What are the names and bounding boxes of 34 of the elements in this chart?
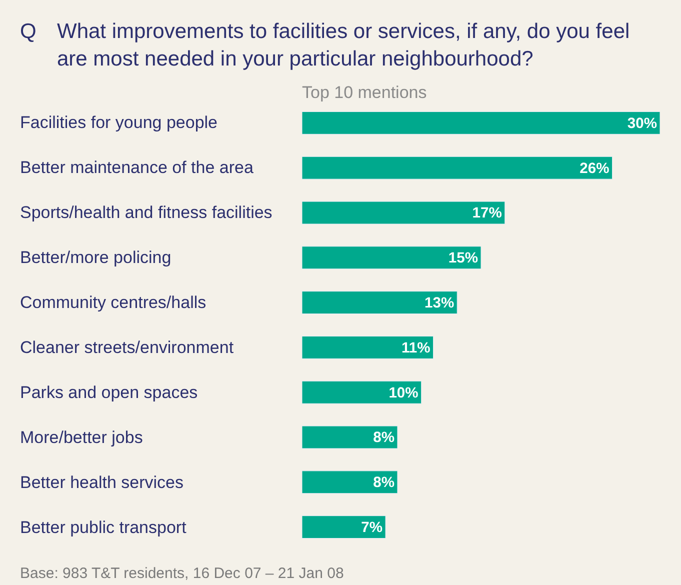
y-tick-label: Better health services [20,473,184,492]
data-label: 30% [627,116,657,132]
bar [302,380,422,404]
bar [302,336,434,359]
y-tick-label: More/better jobs [20,428,143,447]
bar [302,201,506,224]
y-tick-label: Cleaner streets/environment [20,338,234,357]
data-label: 10% [388,385,418,402]
text: Q [20,20,36,43]
data-label: 11% [401,340,430,356]
y-tick-label: Community centres/halls [20,293,206,312]
bar [302,516,386,539]
text: Base: 983 T&T residents, 16 Dec 07 – 21 Jan 08 [20,565,344,582]
bar [302,470,398,494]
chart-title: What improvements to facilities or services, if any, do you feel are most needed in your particular neighbourhood? [57,20,630,70]
bar [302,156,613,180]
y-tick-label: Sports/health and fitness facilities [20,203,272,222]
chart-subtitle: Top 10 mentions [302,83,427,102]
data-label: 26% [580,160,610,177]
bar [302,291,458,314]
y-tick-label: Parks and open spaces [20,383,198,402]
data-label: 7% [361,520,383,536]
data-label: 8% [373,430,394,446]
data-label: 13% [424,295,454,312]
y-tick-label: Better maintenance of the area [20,158,254,177]
y-tick-label: Better/more policing [20,248,172,267]
bar [302,426,398,449]
bar [302,246,482,270]
data-label: 8% [373,475,394,492]
data-label: 17% [472,206,502,222]
y-tick-label: Facilities for young people [20,113,218,132]
data-label: 15% [448,250,478,267]
bar [302,111,660,134]
y-tick-label: Better public transport [20,518,187,537]
